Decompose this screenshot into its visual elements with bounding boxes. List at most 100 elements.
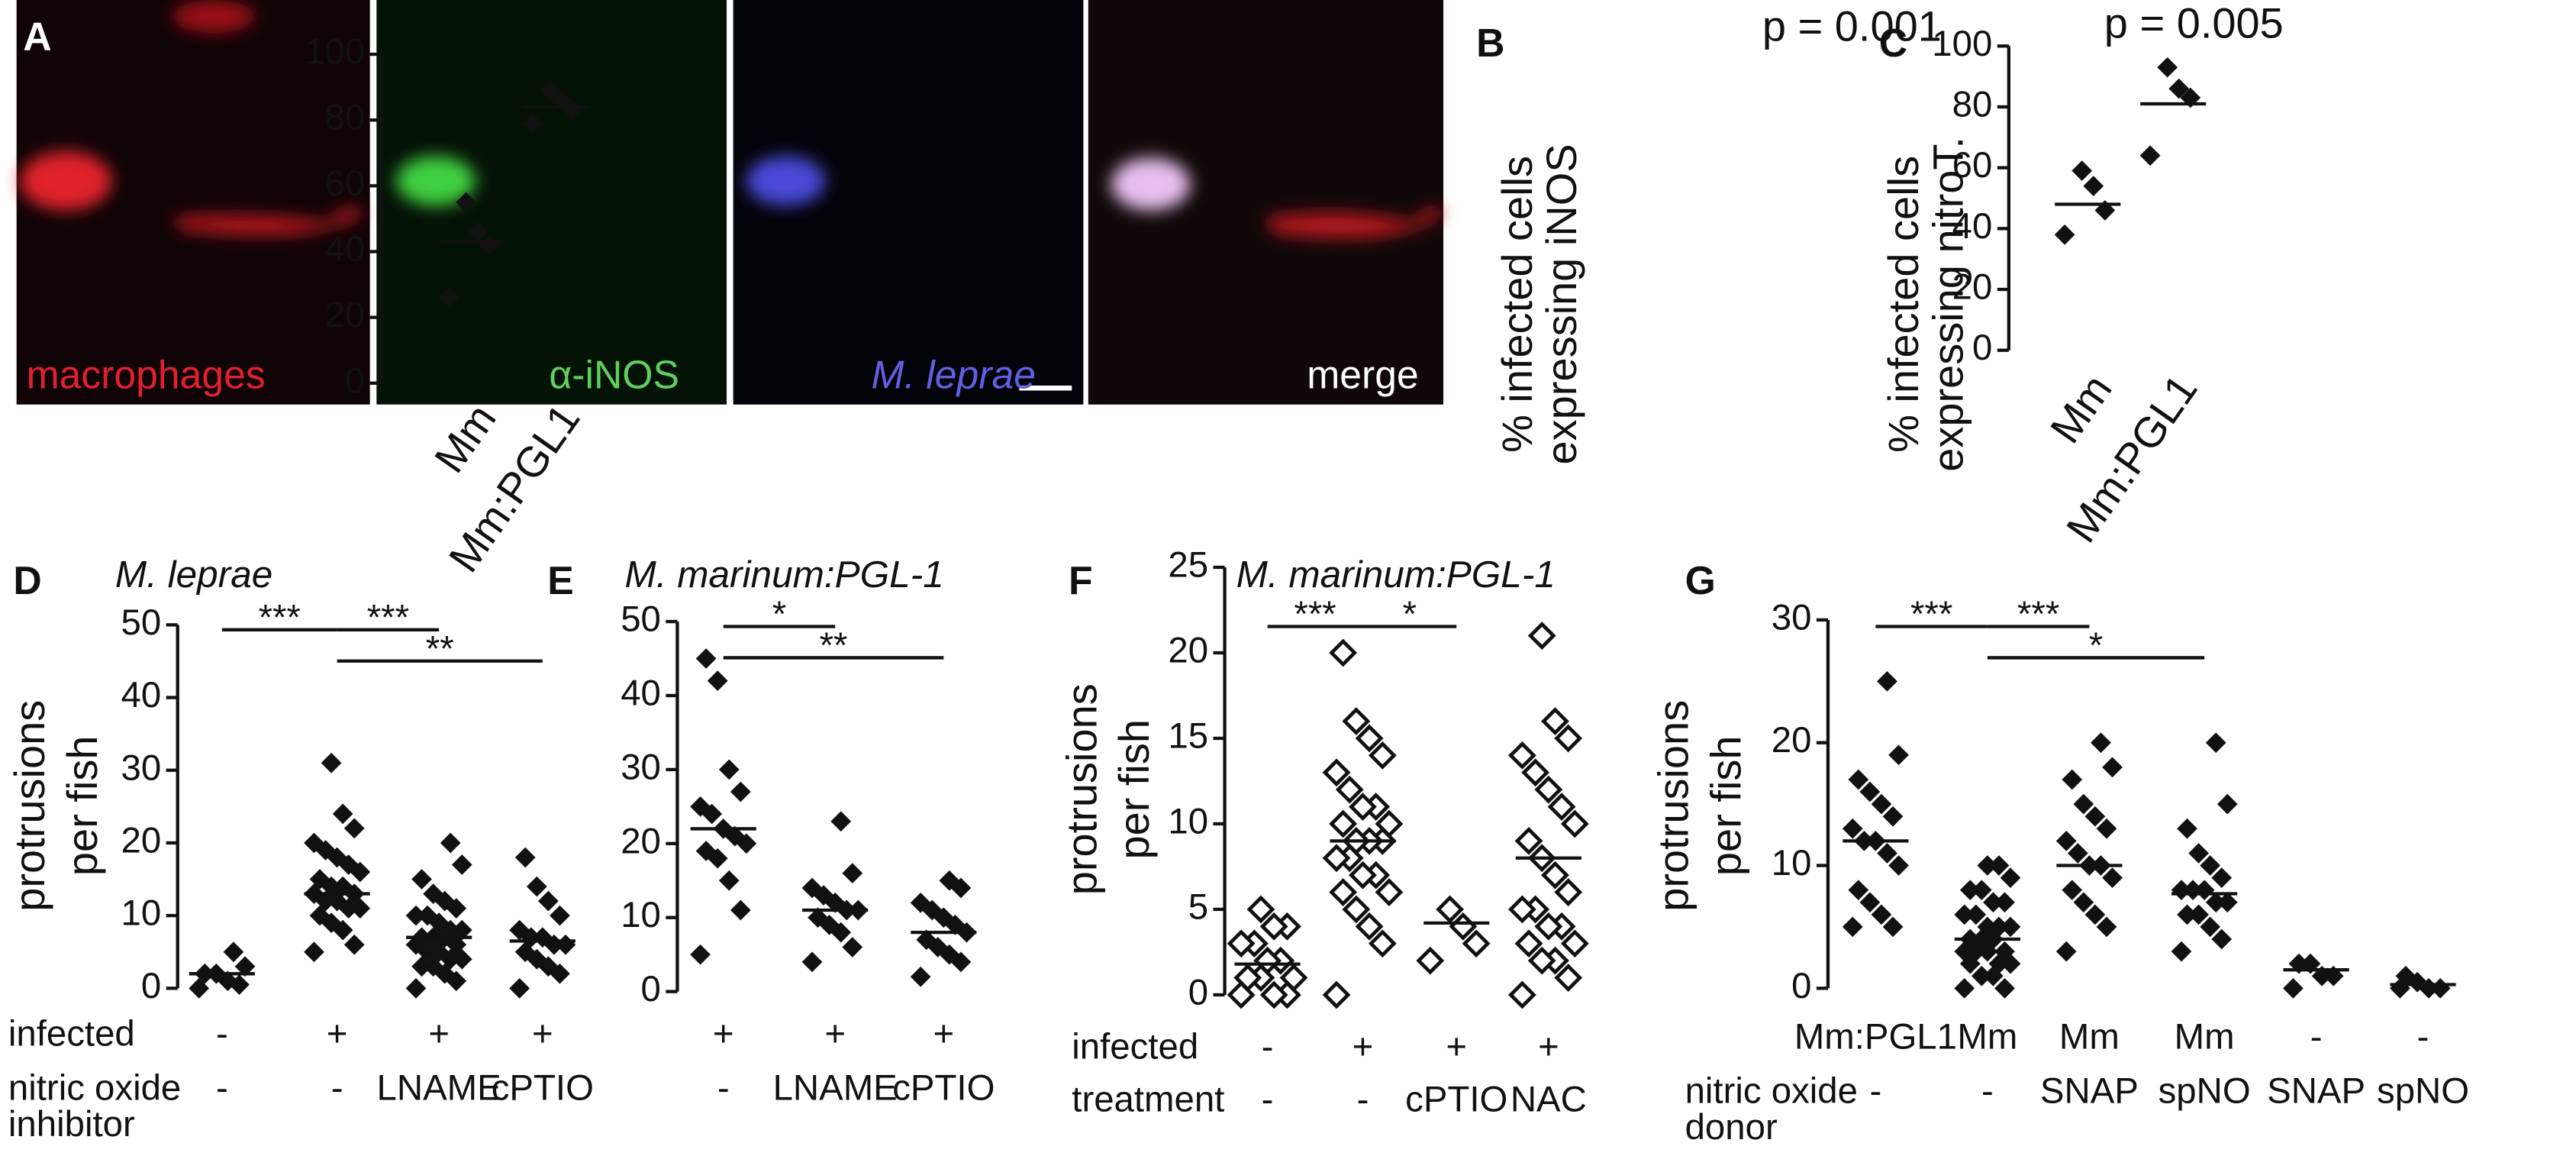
data-point <box>522 113 543 134</box>
y-tick-label: 30 <box>621 747 661 787</box>
row-value: + <box>713 1013 734 1054</box>
panel: F M. marinum:PGL-1 0 5 10 15 20 25 protrusions pe… <box>1057 545 1589 1119</box>
y-tick-label: 20 <box>621 821 661 861</box>
y-axis-label: per fish <box>1702 735 1750 876</box>
data-point <box>2102 757 2123 778</box>
y-axis-label: protrusions <box>1057 683 1105 895</box>
y-tick-label: 15 <box>1168 715 1208 756</box>
data-point <box>304 832 324 854</box>
data-point <box>440 832 461 854</box>
data-point <box>2071 160 2093 182</box>
row-value: - <box>1357 1079 1369 1119</box>
row-value: - <box>2417 1017 2429 1058</box>
y-axis-label: protrusions <box>1649 700 1697 912</box>
data-point <box>550 905 570 926</box>
y-axis-label: % infected cells <box>1493 156 1541 453</box>
data-point <box>690 796 711 817</box>
y-axis-label: per fish <box>58 735 106 876</box>
data-point <box>808 907 828 928</box>
row-value: LNAME <box>773 1067 898 1108</box>
data-point <box>405 905 427 926</box>
significance-label: *** <box>259 597 301 638</box>
row-value: Mm <box>2175 1017 2235 1058</box>
data-point <box>718 759 740 780</box>
data-point <box>509 919 530 941</box>
data-point <box>1462 929 1491 958</box>
data-point <box>2102 867 2123 888</box>
data-point <box>1514 929 1543 958</box>
data-point <box>695 648 717 669</box>
data-point <box>514 941 536 963</box>
data-point <box>730 781 751 802</box>
data-point <box>1507 895 1536 924</box>
data-point <box>2205 732 2226 754</box>
data-point <box>718 870 740 891</box>
data-point <box>1246 895 1275 924</box>
data-point <box>309 905 330 926</box>
panel-a: A macrophages α-iNOS M. leprae merge <box>16 0 1444 405</box>
y-tick-label: 20 <box>1168 631 1208 671</box>
data-point <box>1233 964 1262 992</box>
y-tick-label: 40 <box>121 675 162 715</box>
data-point <box>451 854 472 875</box>
data-point <box>730 899 751 921</box>
data-point <box>1329 809 1358 838</box>
data-point <box>2200 916 2221 938</box>
data-point <box>411 956 432 977</box>
data-point <box>2067 843 2088 864</box>
row-value: - <box>216 1067 228 1108</box>
data-point <box>309 869 330 890</box>
row-value: SNAP <box>2267 1071 2365 1112</box>
y-tick-label: 60 <box>1952 145 1993 186</box>
cell <box>19 151 112 211</box>
data-point <box>1342 895 1371 924</box>
image-label: merge <box>1307 352 1418 396</box>
significance-label: *** <box>367 597 409 638</box>
data-point <box>2062 880 2083 901</box>
data-point <box>2188 843 2209 864</box>
data-point <box>1342 707 1371 736</box>
data-point <box>1882 916 1904 938</box>
data-point <box>830 811 852 832</box>
data-point <box>695 841 717 861</box>
row-value: cPTIO <box>492 1067 594 1108</box>
row-value: - <box>1870 1071 1882 1112</box>
data-point <box>537 890 559 912</box>
row-value: Mm:PGL1 <box>1794 1017 1957 1058</box>
data-point <box>1322 758 1351 787</box>
y-tick-label: 10 <box>121 893 162 934</box>
y-tick-label: 25 <box>1168 545 1208 586</box>
row-value: - <box>331 1067 343 1108</box>
panel-title: p = 0.001 <box>1762 2 1942 50</box>
row-label: nitric oxide <box>8 1067 181 1108</box>
data-point <box>1227 929 1256 958</box>
panel-title: M. marinum:PGL-1 <box>625 554 944 596</box>
data-point <box>1983 892 2004 913</box>
data-point <box>2217 793 2238 815</box>
data-point <box>1882 806 1904 827</box>
data-point <box>2055 941 2077 962</box>
data-point <box>1534 775 1563 804</box>
data-point <box>321 752 342 773</box>
data-point <box>1329 878 1358 906</box>
data-point <box>1541 707 1569 736</box>
data-point <box>1888 744 1909 766</box>
data-point <box>707 670 728 691</box>
data-point <box>1368 741 1397 770</box>
cell <box>396 156 476 206</box>
data-point <box>1848 769 1869 790</box>
data-point <box>509 977 530 999</box>
image-label: M. leprae <box>872 352 1036 396</box>
y-tick-label: 0 <box>141 966 161 1006</box>
row-value: + <box>327 1013 348 1054</box>
significance-label: ** <box>820 625 848 666</box>
row-label: infected <box>8 1013 135 1054</box>
data-point <box>1554 724 1583 753</box>
row-value: NAC <box>1510 1079 1587 1119</box>
row-value: - <box>216 1013 228 1054</box>
data-point <box>1954 904 1975 925</box>
data-point <box>2177 818 2197 839</box>
data-point <box>1329 638 1358 667</box>
data-point <box>1541 861 1569 890</box>
data-point <box>551 90 572 111</box>
